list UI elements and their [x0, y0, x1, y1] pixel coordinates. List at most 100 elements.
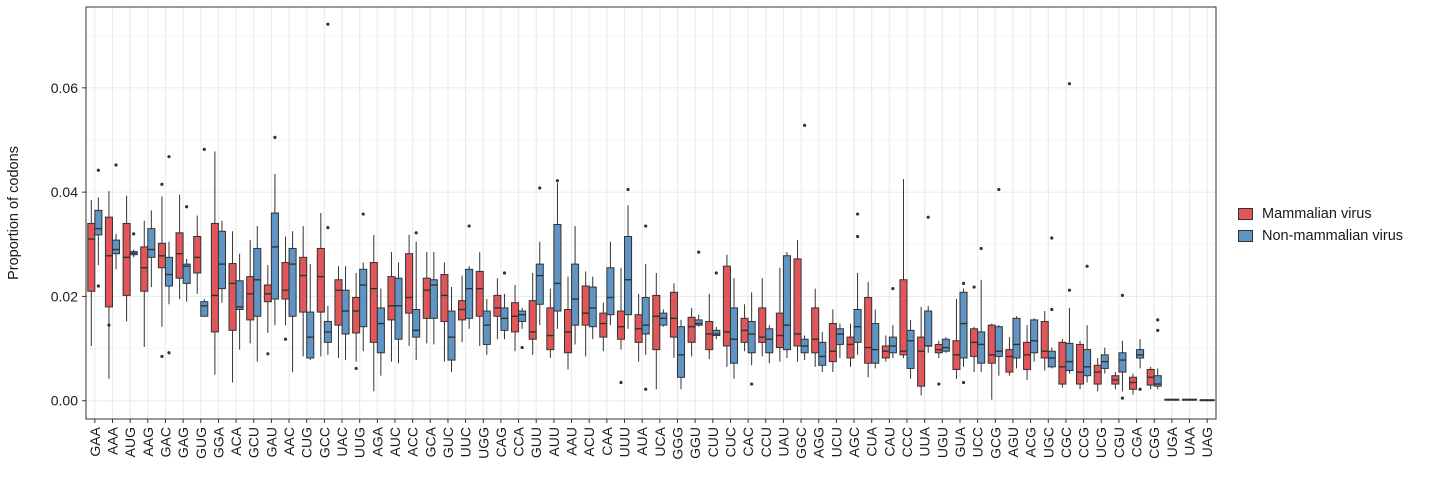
x-tick-label-gca: GCA	[422, 426, 438, 457]
outlier-point	[283, 337, 288, 341]
outlier-point	[997, 187, 1001, 192]
box-body-aac-mammalian	[281, 262, 290, 300]
box-body-uac-mammalian	[334, 279, 343, 326]
box-body-cua-mammalian	[864, 296, 873, 364]
box-body-ccg-non-mammalian	[1083, 349, 1092, 377]
x-tick-label-cag: CAG	[493, 427, 509, 457]
outlier-point	[891, 287, 895, 291]
outlier-point	[185, 205, 189, 209]
outlier-point	[750, 382, 754, 386]
box-body-gcu-mammalian	[246, 276, 255, 321]
box-body-gac-non-mammalian	[164, 256, 174, 287]
box-body-aca-mammalian	[228, 263, 237, 331]
outlier-point	[167, 155, 171, 159]
x-tick-label-ggc: GGC	[793, 427, 809, 459]
outlier-point	[467, 224, 471, 228]
outlier-point	[326, 226, 330, 230]
y-tick-label: 0.00	[51, 393, 78, 409]
legend-label-mammalian: Mammalian virus	[1262, 206, 1372, 222]
x-tick-label-cua: CUA	[864, 426, 880, 456]
box-body-agg-mammalian	[811, 307, 820, 354]
box-body-ugu-mammalian	[934, 343, 943, 354]
outlier-point	[1067, 82, 1072, 86]
outlier-point	[1156, 318, 1160, 322]
outlier-point	[1067, 288, 1072, 292]
box-body-guc-mammalian	[440, 274, 449, 322]
box-body-uug-non-mammalian	[359, 268, 368, 328]
outlier-point	[361, 212, 365, 216]
outlier-point	[1085, 264, 1089, 268]
box-body-ucu-mammalian	[828, 323, 837, 363]
box-body-uug-mammalian	[352, 296, 361, 334]
x-tick-label-uca: UCA	[652, 426, 668, 456]
box-body-gcg-mammalian	[987, 324, 996, 364]
x-tick-label-aag: AAG	[140, 427, 156, 457]
box-body-caa-non-mammalian	[606, 267, 615, 316]
outlier-point	[538, 186, 542, 190]
x-tick-label-ggg: GGG	[669, 427, 685, 460]
box-body-ucg-mammalian	[1093, 364, 1102, 385]
box-body-gua-non-mammalian	[959, 291, 968, 359]
box-body-aga-non-mammalian	[376, 307, 385, 354]
box-body-ggg-non-mammalian	[676, 326, 686, 378]
box-body-uuu-non-mammalian	[624, 235, 633, 316]
x-tick-label-aga: AGA	[369, 426, 385, 456]
box-body-agc-mammalian	[846, 336, 855, 359]
box-body-cuc-non-mammalian	[729, 307, 739, 364]
box-body-cuu-mammalian	[705, 320, 714, 351]
box-body-gcu-non-mammalian	[253, 247, 262, 317]
box-body-ggu-mammalian	[687, 316, 696, 343]
x-tick-label-uga: UGA	[1164, 426, 1180, 457]
x-tick-label-ccc: CCC	[899, 427, 915, 457]
box-body-aga-mammalian	[369, 262, 378, 343]
x-tick-label-uaa: UAA	[1182, 426, 1198, 455]
box-body-ccu-mammalian	[758, 307, 767, 343]
outlier-point	[1138, 387, 1142, 391]
box-body-aua-non-mammalian	[641, 296, 650, 335]
box-body-aag-non-mammalian	[147, 228, 156, 258]
outlier-point	[619, 380, 623, 385]
x-tick-label-uuu: UUU	[617, 427, 633, 457]
x-tick-label-ucg: UCG	[1093, 427, 1109, 458]
x-tick-label-cgc: CGC	[1058, 427, 1074, 458]
outlier-point	[1156, 328, 1160, 332]
box-body-aaa-non-mammalian	[111, 239, 121, 255]
outlier-point	[202, 147, 206, 151]
box-body-uuc-mammalian	[458, 300, 467, 321]
outlier-point	[132, 232, 136, 236]
x-tick-label-ccg: CCG	[1076, 427, 1092, 458]
box-body-ccc-non-mammalian	[906, 329, 915, 369]
box-body-aac-non-mammalian	[288, 247, 297, 317]
x-tick-label-acu: ACU	[581, 427, 597, 457]
outlier-point	[979, 246, 983, 251]
box-body-ucu-non-mammalian	[835, 328, 844, 345]
y-axis-label: Proportion of codons	[6, 146, 22, 280]
box-body-auu-mammalian	[546, 307, 555, 351]
box-body-cug-mammalian	[299, 256, 308, 313]
box-body-ugg-non-mammalian	[482, 310, 491, 345]
box-body-guu-mammalian	[528, 300, 537, 340]
box-body-acg-mammalian	[1023, 341, 1032, 370]
outlier-point	[326, 22, 330, 26]
box-body-aau-mammalian	[563, 308, 573, 354]
outlier-point	[114, 163, 118, 167]
box-body-cga-mammalian	[1128, 376, 1138, 390]
outlier-point	[803, 123, 807, 127]
x-tick-label-gag: GAG	[175, 427, 191, 458]
outlier-point	[266, 352, 270, 356]
box-body-gag-mammalian	[175, 232, 184, 279]
x-tick-label-gcu: GCU	[246, 427, 262, 458]
box-body-uua-non-mammalian	[924, 310, 933, 347]
box-body-aau-non-mammalian	[571, 263, 580, 326]
box-body-acc-non-mammalian	[412, 308, 421, 338]
x-tick-label-acg: ACG	[1023, 427, 1039, 457]
x-tick-label-cga: CGA	[1129, 426, 1145, 457]
box-body-cag-non-mammalian	[500, 307, 509, 331]
box-body-ccc-mammalian	[899, 279, 908, 356]
x-tick-label-aua: AUA	[634, 426, 650, 455]
box-body-aaa-mammalian	[104, 216, 113, 308]
x-tick-label-gga: GGA	[210, 426, 226, 458]
x-tick-label-auc: AUC	[387, 427, 403, 457]
